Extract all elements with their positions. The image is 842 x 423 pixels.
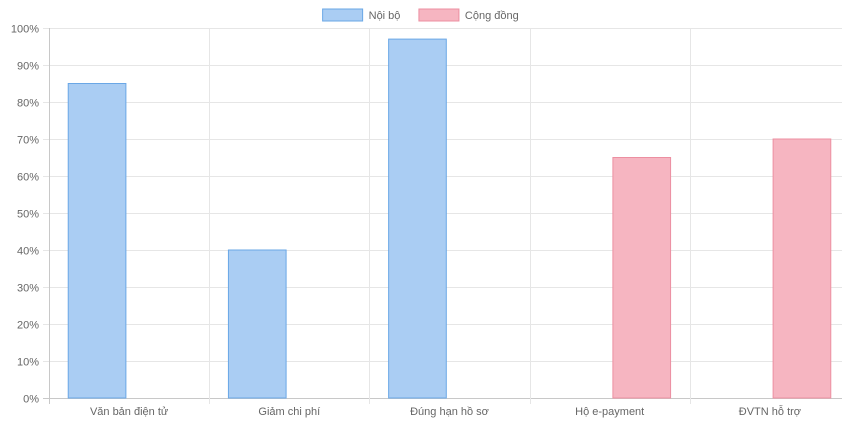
legend-item[interactable]: Cộng đồng	[418, 8, 519, 22]
bar-0-2[interactable]	[388, 38, 447, 399]
y-tick-label: 10%	[17, 357, 39, 369]
legend-swatch	[418, 8, 460, 22]
bar-1-3[interactable]	[612, 157, 672, 399]
legend-label: Cộng đồng	[465, 10, 519, 22]
y-tick-label: 60%	[17, 172, 39, 184]
x-tick-label: Đúng hạn hồ sơ	[410, 406, 489, 418]
x-tick-label: Giảm chi phí	[258, 406, 320, 418]
bars-layer	[67, 38, 832, 399]
x-tick-label: Hộ e-payment	[575, 406, 644, 418]
y-tick-label: 90%	[17, 61, 39, 73]
legend[interactable]: Nội bộ Cộng đồng	[322, 8, 519, 22]
y-tick-label: 80%	[17, 98, 39, 110]
y-tick-label: 0%	[23, 394, 39, 406]
x-tick-label: Văn bản điện tử	[90, 406, 169, 418]
y-tick-label: 70%	[17, 135, 39, 147]
y-tick-label: 30%	[17, 283, 39, 295]
y-tick-label: 40%	[17, 246, 39, 258]
axis-layer: 0% 10% 20% 30% 40% 50% 60% 70% 80% 90% 100% Văn bản…	[11, 24, 801, 419]
legend-item[interactable]: Nội bộ	[322, 8, 401, 22]
legend-swatch	[322, 8, 364, 22]
y-tick-label: 20%	[17, 320, 39, 332]
legend-label: Nội bộ	[369, 10, 401, 22]
bar-0-0[interactable]	[67, 83, 127, 399]
y-tick-label: 100%	[11, 24, 39, 36]
y-tick-label: 50%	[17, 209, 39, 221]
bar-1-4[interactable]	[772, 138, 832, 399]
bar-0-1[interactable]	[227, 249, 287, 399]
x-tick-label: ĐVTN hỗ trợ	[739, 405, 801, 418]
